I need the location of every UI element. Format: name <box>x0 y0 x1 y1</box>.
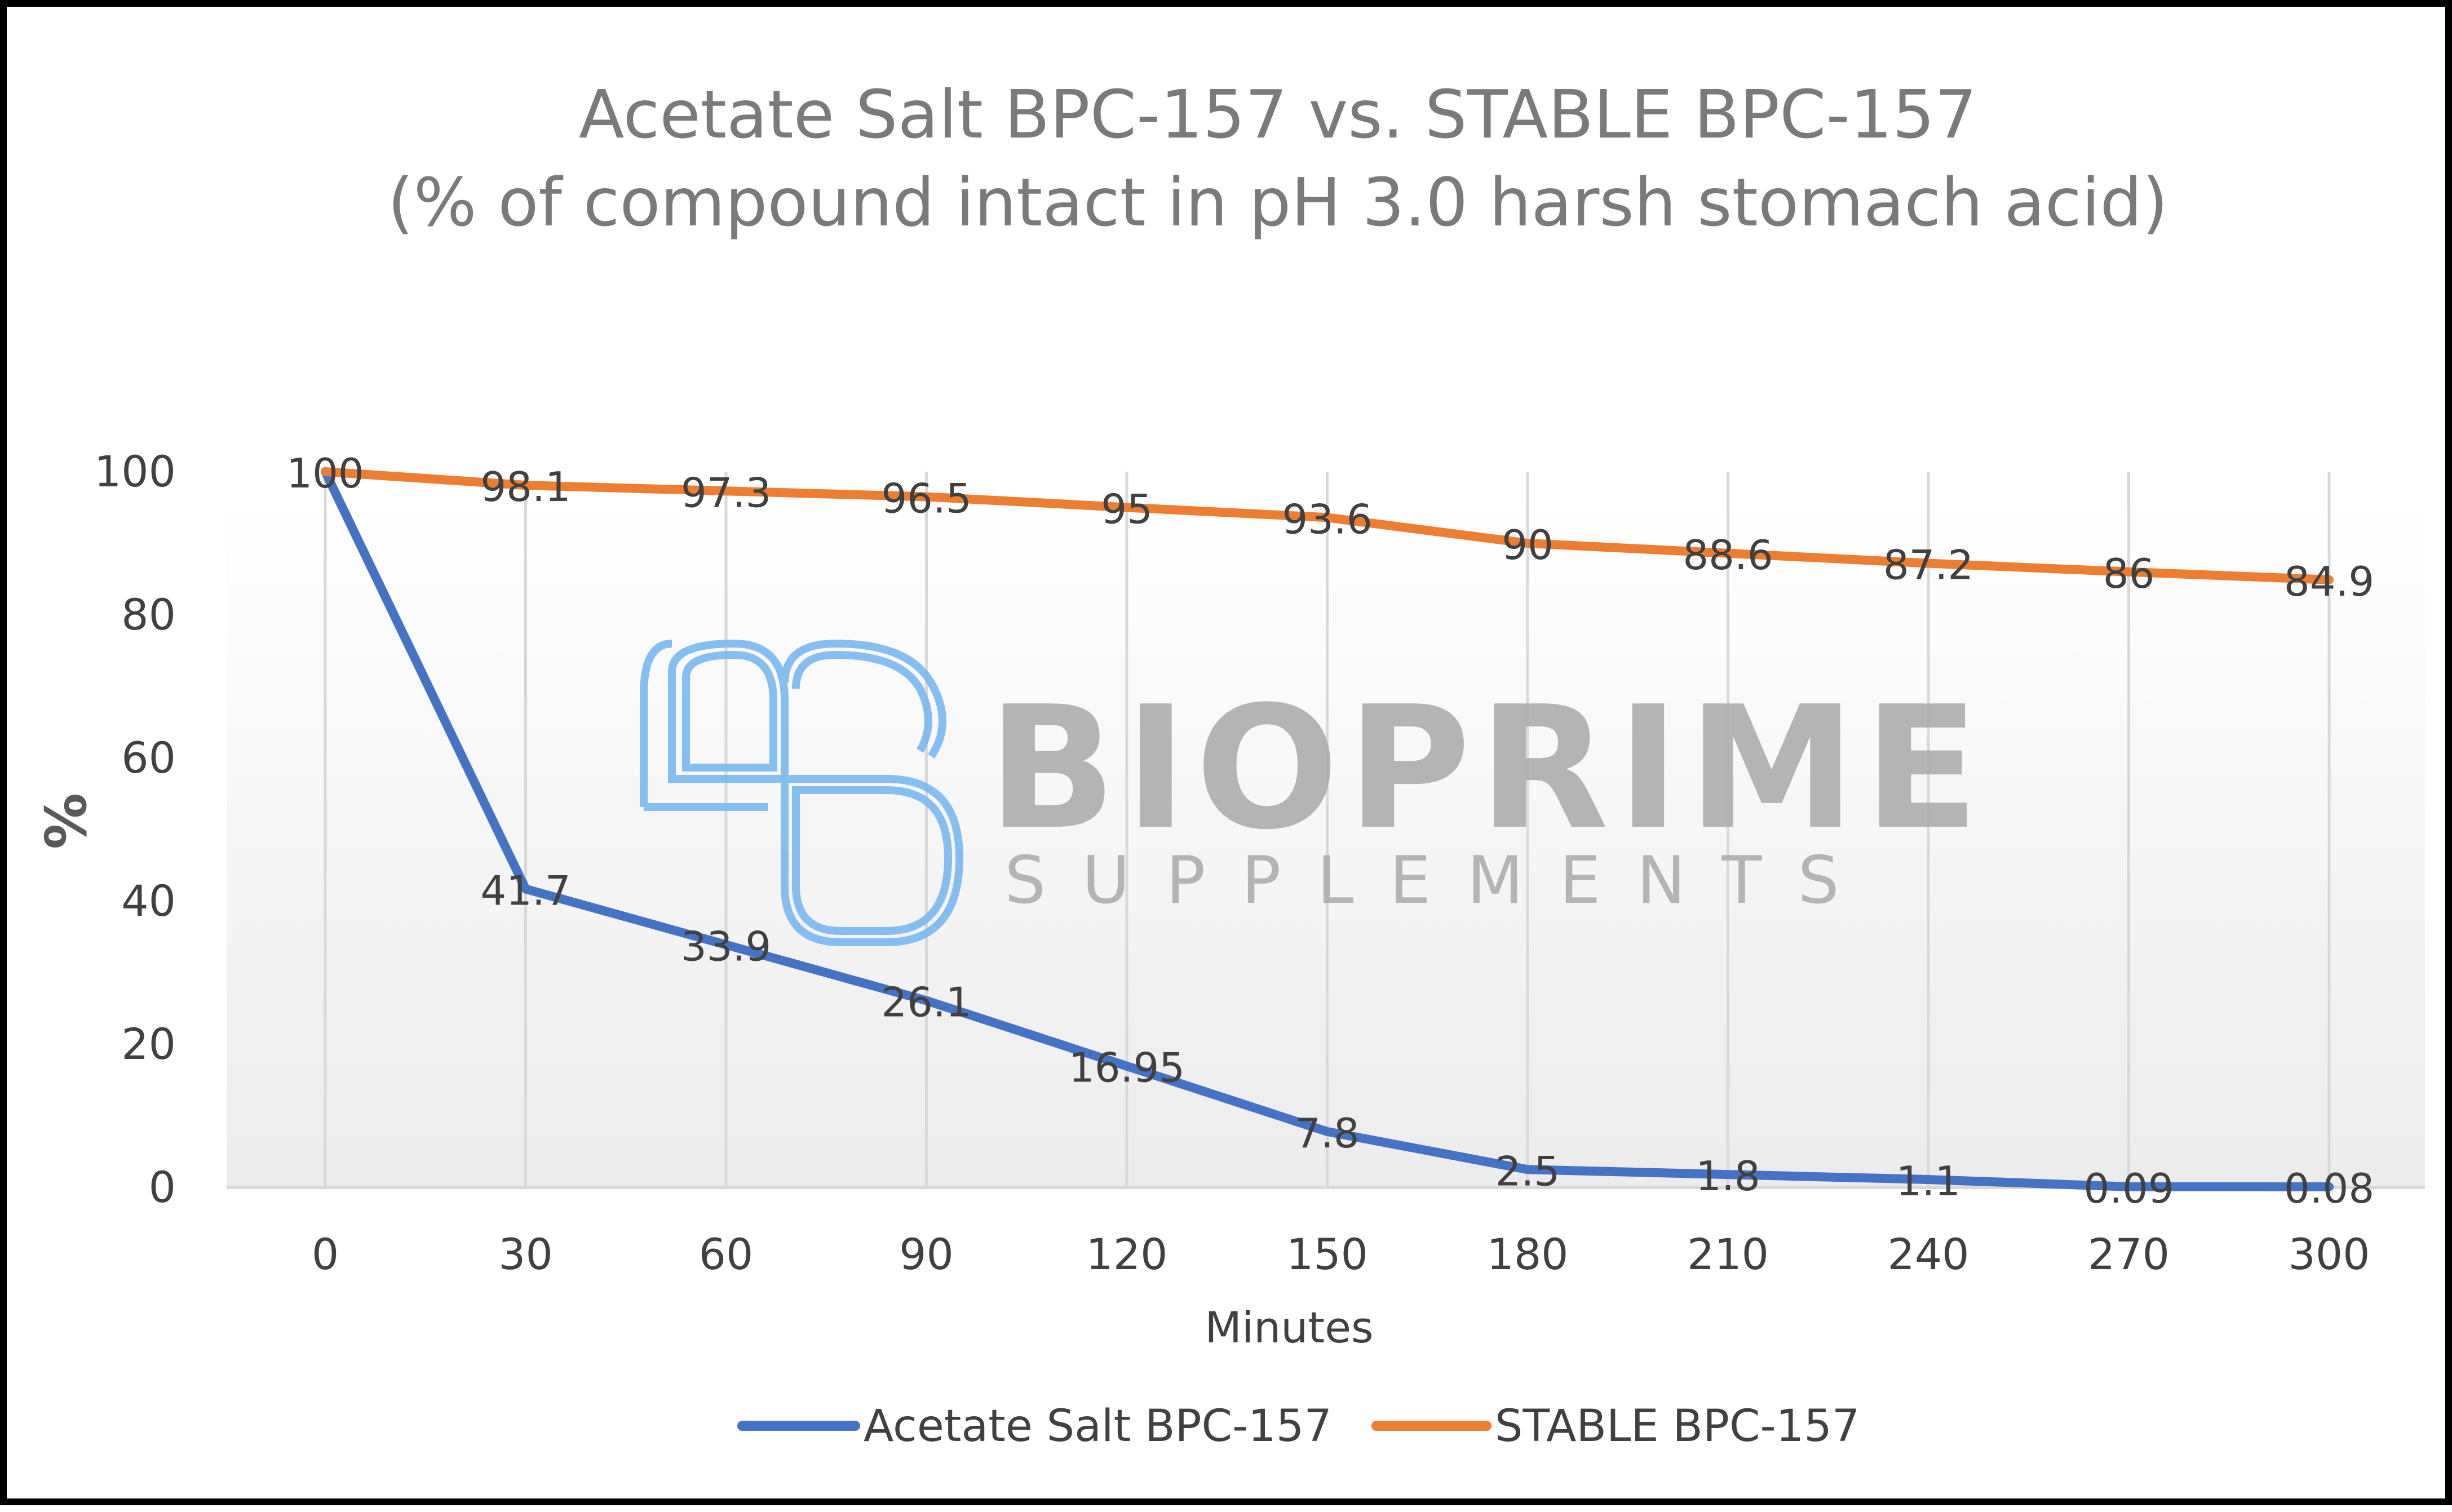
x-tick-label: 150 <box>1286 1229 1368 1279</box>
x-tick-label: 30 <box>498 1229 553 1279</box>
data-label: 90 <box>1502 521 1553 569</box>
y-tick-label: 40 <box>121 876 176 926</box>
data-label: 84.9 <box>2284 558 2374 605</box>
legend: Acetate Salt BPC-157 STABLE BPC-157 <box>737 1401 1860 1452</box>
chart-title-line-2: (% of compound intact in pH 3.0 harsh st… <box>388 163 2168 241</box>
data-label: 100 <box>286 450 364 497</box>
x-tick-label: 210 <box>1687 1229 1769 1279</box>
data-label: 1.8 <box>1696 1152 1760 1200</box>
y-axis-title: % <box>33 793 99 849</box>
y-tick-label: 100 <box>94 446 176 496</box>
axes: 0 30 60 90 120 150 180 210 240 270 300 0 20 40 60 80 100 <box>94 446 2425 1279</box>
x-axis-title: Minutes <box>1205 1302 1373 1353</box>
series-line-stable <box>321 467 2334 584</box>
data-label: 88.6 <box>1683 531 1773 579</box>
data-label: 1.1 <box>1896 1158 1961 1205</box>
x-tick-label: 240 <box>1887 1229 1969 1279</box>
y-tick-label: 20 <box>121 1019 176 1069</box>
data-label: 41.7 <box>480 867 570 914</box>
data-label: 95 <box>1101 486 1153 533</box>
series-lines <box>321 467 2334 1191</box>
gridlines <box>324 472 2331 1187</box>
legend-label-acetate: Acetate Salt BPC-157 <box>864 1401 1332 1452</box>
y-tick-label: 60 <box>121 733 176 783</box>
series-line-acetate <box>321 467 2334 1191</box>
data-label: 16.95 <box>1069 1044 1185 1092</box>
data-label: 0.09 <box>2083 1165 2174 1212</box>
data-label: 0.08 <box>2284 1165 2374 1212</box>
x-tick-label: 90 <box>899 1229 954 1279</box>
x-tick-label: 120 <box>1086 1229 1167 1279</box>
x-tick-label: 270 <box>2088 1229 2170 1279</box>
x-tick-label: 60 <box>699 1229 754 1279</box>
data-label: 98.1 <box>480 463 570 511</box>
watermark: BIOPRIME SUPPLEMENTS <box>640 639 1987 946</box>
watermark-brand: BIOPRIME <box>988 670 1987 867</box>
x-tick-label: 180 <box>1486 1229 1568 1279</box>
y-tick-label: 80 <box>121 589 176 640</box>
x-tick-label: 300 <box>2288 1229 2370 1279</box>
data-label: 87.2 <box>1883 542 1973 589</box>
chart-svg: Acetate Salt BPC-157 vs. STABLE BPC-157 … <box>33 76 2425 1452</box>
y-tick-label: 0 <box>149 1162 176 1212</box>
data-labels: 41.7 33.9 26.1 16.95 7.8 2.5 1.8 1.1 0.09 0.08 100… <box>286 450 2374 1212</box>
data-label: 97.3 <box>681 469 771 516</box>
bp-monogram-icon <box>640 639 964 946</box>
x-tick-label: 0 <box>312 1229 339 1279</box>
data-label: 2.5 <box>1495 1147 1560 1195</box>
data-label: 26.1 <box>881 979 971 1026</box>
chart-title-line-1: Acetate Salt BPC-157 vs. STABLE BPC-157 <box>579 76 1977 153</box>
data-label: 96.5 <box>881 475 971 522</box>
data-label: 86 <box>2103 550 2155 597</box>
legend-label-stable: STABLE BPC-157 <box>1495 1401 1860 1452</box>
data-label: 7.8 <box>1295 1110 1360 1157</box>
data-label: 33.9 <box>681 923 771 970</box>
data-label: 93.6 <box>1282 495 1372 543</box>
watermark-tagline: SUPPLEMENTS <box>1004 843 1875 919</box>
